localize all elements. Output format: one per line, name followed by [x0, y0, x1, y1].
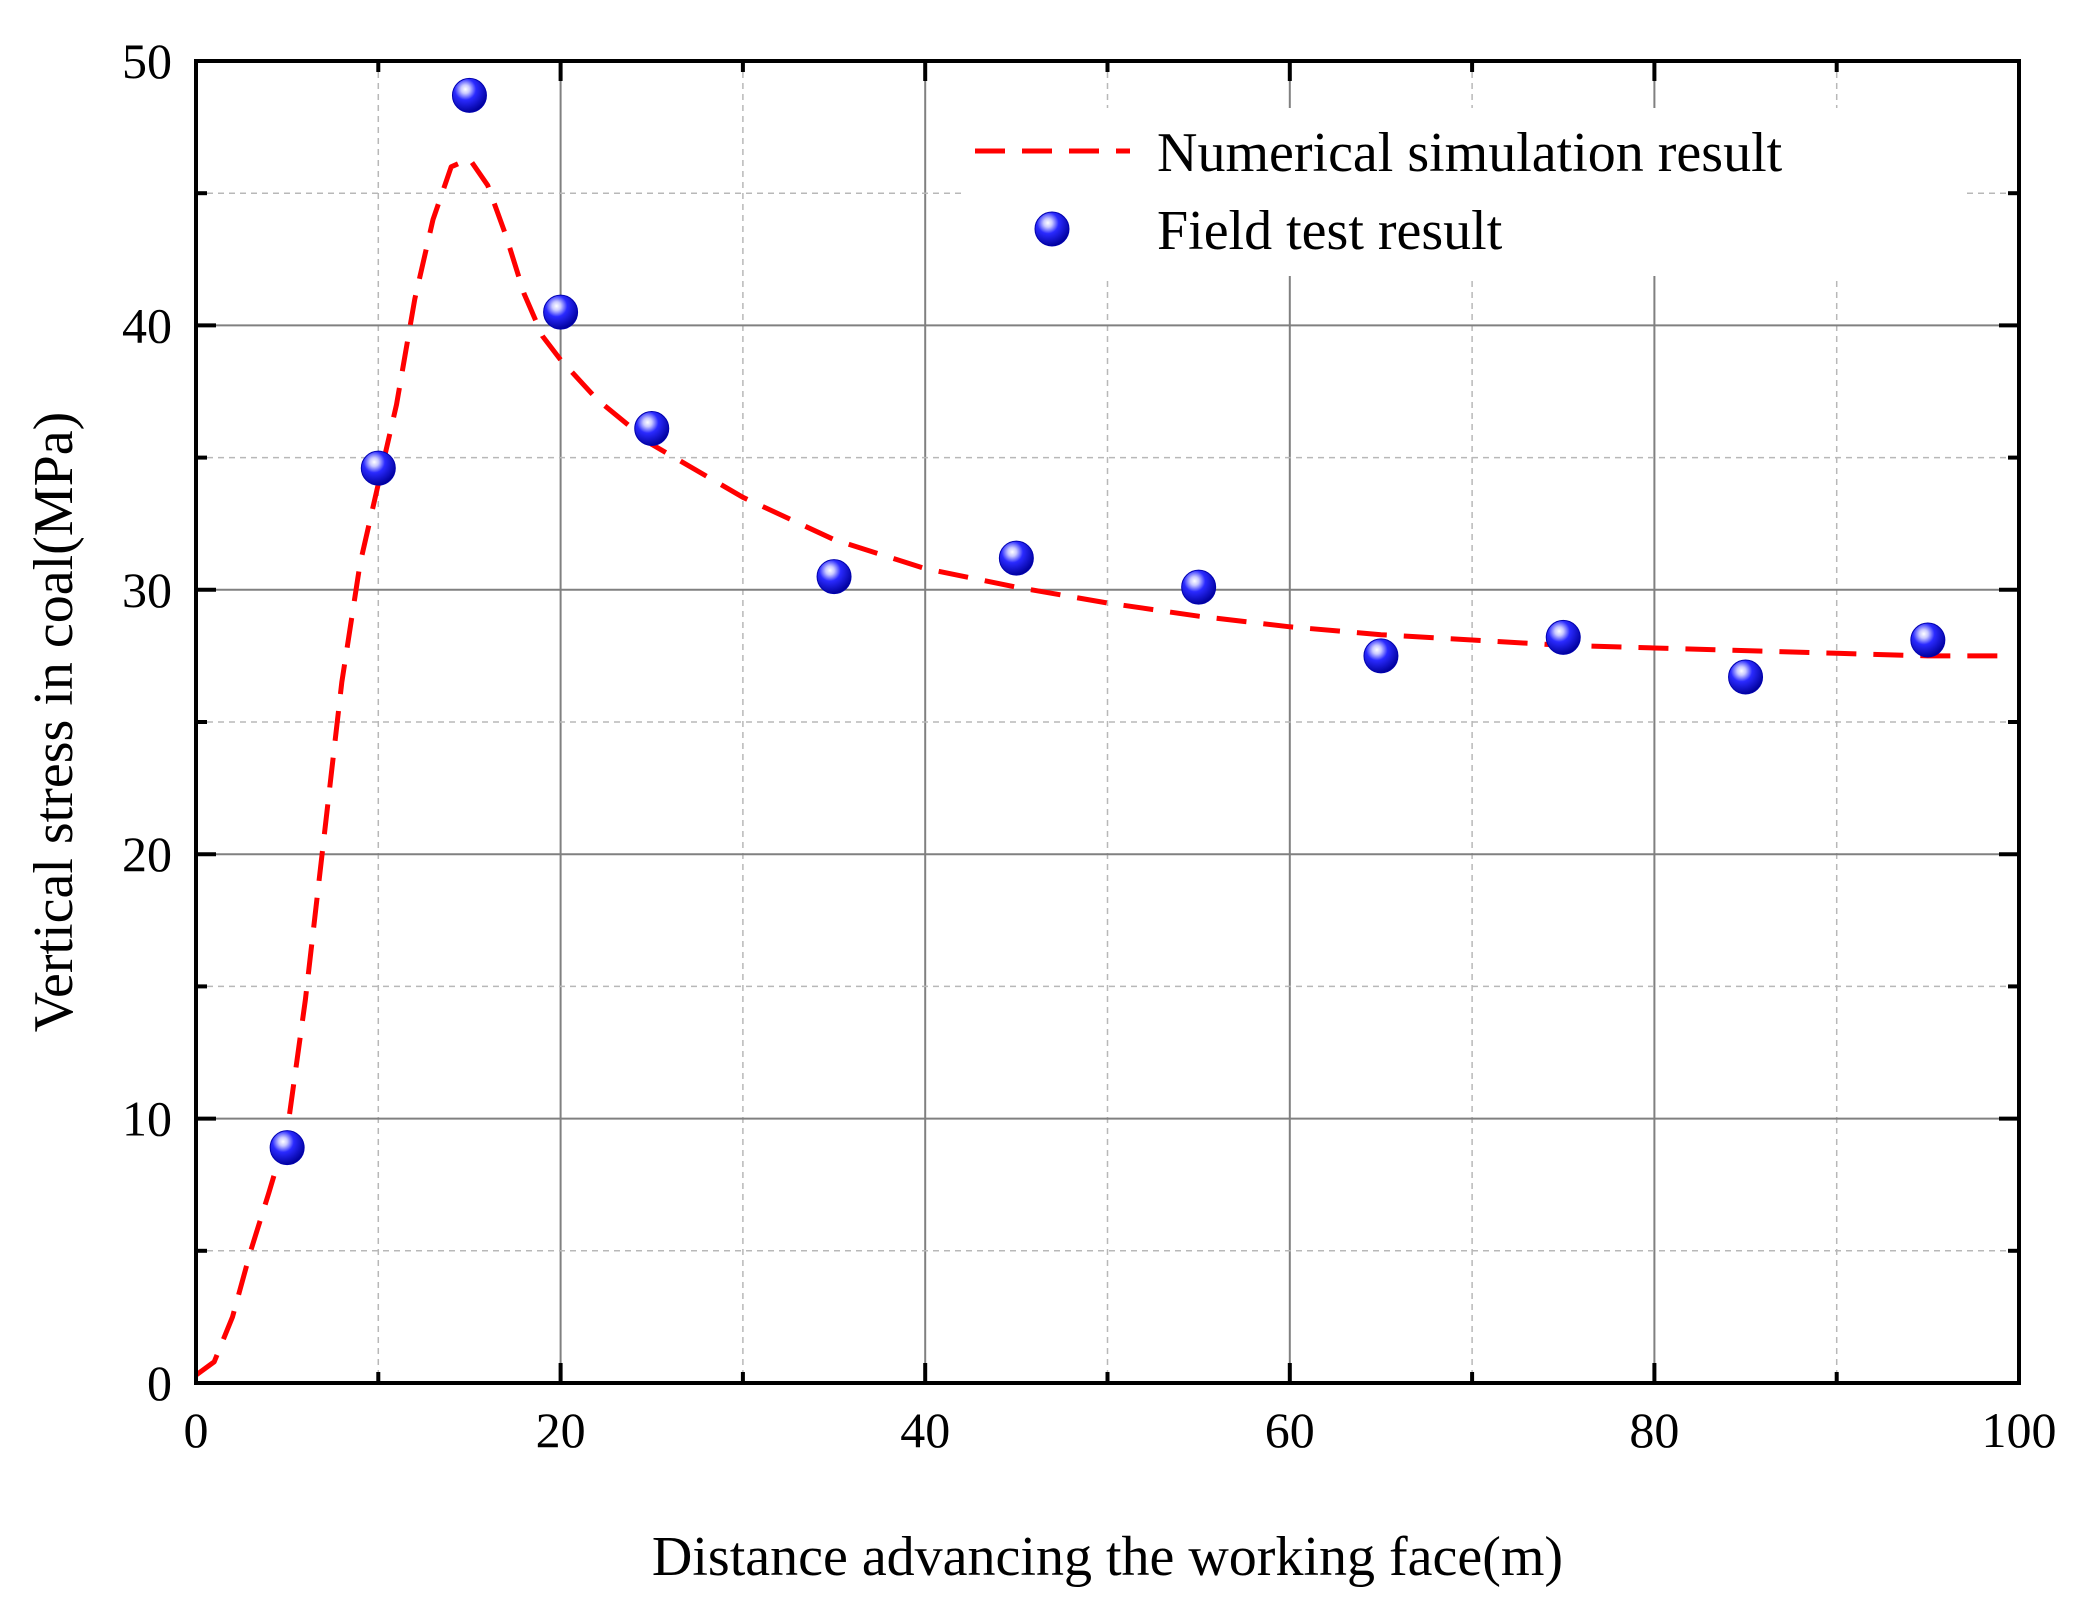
y-tick-label: 20	[122, 826, 172, 882]
labels-layer: 0 20 40 60 80 100 0 10 20 30 40 50 Distance advancin…	[23, 33, 2057, 1588]
field-test-point	[269, 1130, 305, 1166]
legend: Numerical simulation result Field test re…	[965, 108, 1965, 276]
y-tick-label: 40	[122, 297, 172, 353]
x-tick-label: 80	[1629, 1402, 1679, 1458]
field-test-point	[634, 411, 670, 447]
legend-label-field-test: Field test result	[1157, 200, 1503, 262]
y-tick-label: 50	[122, 33, 172, 89]
legend-background	[965, 108, 1965, 276]
field-test-point	[816, 559, 852, 595]
legend-label-simulation: Numerical simulation result	[1157, 122, 1783, 184]
y-axis-title: Vertical stress in coal(MPa)	[23, 412, 85, 1032]
field-test-point	[1181, 569, 1217, 605]
x-tick-label: 100	[1982, 1402, 2057, 1458]
field-test-point	[998, 540, 1034, 576]
field-test-point	[1363, 638, 1399, 674]
ticks-layer	[194, 59, 2021, 1385]
x-tick-label: 0	[184, 1402, 209, 1458]
y-tick-label: 0	[147, 1355, 172, 1411]
field-test-point	[1545, 619, 1581, 655]
y-tick-label: 30	[122, 562, 172, 618]
y-tick-label: 10	[122, 1091, 172, 1147]
field-test-point	[1910, 622, 1946, 658]
x-tick-label: 20	[536, 1402, 586, 1458]
simulation-curve	[194, 156, 2001, 1378]
x-tick-label: 40	[900, 1402, 950, 1458]
legend-marker-swatch	[1034, 211, 1070, 247]
grid-layer	[196, 61, 2019, 1383]
x-axis-title: Distance advancing the working face(m)	[652, 1526, 1563, 1588]
field-test-point	[543, 294, 579, 330]
series-layer	[194, 77, 2001, 1378]
field-test-point	[360, 450, 396, 486]
field-test-point	[1728, 659, 1764, 695]
x-tick-label: 60	[1265, 1402, 1315, 1458]
field-test-point	[451, 77, 487, 113]
